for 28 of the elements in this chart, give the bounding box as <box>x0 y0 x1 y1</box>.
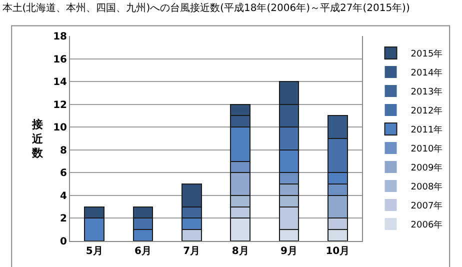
y-tick-label: 16 <box>53 54 68 66</box>
legend-label: 2006年 <box>410 220 443 231</box>
y-axis-title: 接近数 <box>31 118 44 160</box>
legend-label: 2015年 <box>410 48 443 60</box>
y-tick-label: 10 <box>53 122 68 134</box>
legend-label: 2013年 <box>410 86 443 98</box>
y-tick-label: 8 <box>60 145 68 156</box>
chart-title: 本土(北海道、本州、四国、九州)への台風接近数(平成18年(2006年)～平成27年(2015年)) <box>2 2 410 14</box>
y-tick-label: 0 <box>60 236 68 248</box>
legend-label: 2009年 <box>410 162 443 174</box>
y-tick-label: 2 <box>60 214 68 225</box>
legend-label: 2012年 <box>410 106 443 117</box>
legend-label: 2010年 <box>410 144 443 155</box>
y-tick-label: 14 <box>53 77 68 88</box>
x-tick-label: 8月 <box>232 246 249 257</box>
legend-label: 2008年 <box>410 182 443 193</box>
legend-label: 2011年 <box>410 124 443 136</box>
y-tick-label: 4 <box>60 190 68 202</box>
x-tick-label: 9月 <box>280 246 298 257</box>
y-tick-label: 18 <box>53 32 68 42</box>
x-tick-label: 6月 <box>134 246 152 257</box>
y-tick-label: 12 <box>53 100 68 111</box>
y-tick-label: 6 <box>60 168 68 180</box>
legend-label: 2014年 <box>410 68 443 79</box>
legend-label: 2007年 <box>410 200 443 212</box>
x-tick-label: 5月 <box>86 246 103 257</box>
x-tick-label: 10月 <box>326 246 350 257</box>
x-tick-label: 7月 <box>183 246 200 257</box>
